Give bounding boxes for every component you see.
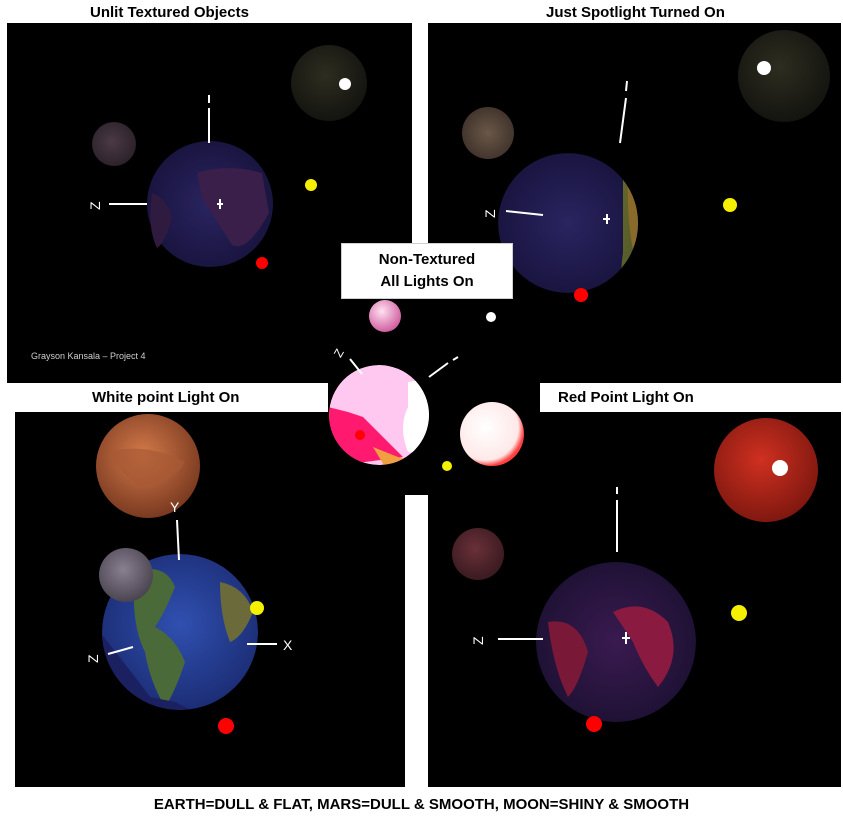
panel-spotlight: Z <box>428 23 841 383</box>
earth-americas <box>133 569 185 707</box>
red-light <box>586 716 602 732</box>
z-axis-label: Z <box>482 209 498 218</box>
y-axis-line <box>428 362 449 378</box>
center-title-line1: Non-Textured <box>378 251 476 268</box>
yellow-light <box>731 605 747 621</box>
scene-white-point: Y Z X <box>85 414 293 734</box>
moon-sphere <box>291 45 367 121</box>
z-axis-label: Z <box>470 636 486 645</box>
z-axis-label: Z <box>87 201 103 210</box>
panel-non-textured: Z <box>328 297 540 495</box>
red-light <box>574 288 588 302</box>
center-title-line2: All Lights On <box>380 273 474 290</box>
z-axis-line <box>349 358 363 375</box>
yellow-light <box>305 179 317 191</box>
earth-white-area <box>403 377 429 457</box>
z-axis-label: Z <box>85 654 101 663</box>
y-axis-label: Y <box>170 499 180 515</box>
y-axis-tick <box>452 356 459 361</box>
z-axis-line <box>505 210 544 216</box>
title-red-point: Red Point Light On <box>558 389 694 406</box>
mars-sphere <box>462 107 514 159</box>
title-white-point: White point Light On <box>92 389 240 406</box>
y-axis-line <box>176 519 180 561</box>
mars-sphere <box>369 300 401 332</box>
red-light <box>355 430 365 440</box>
earth-continent-2 <box>548 621 588 697</box>
scene-non-textured: Z <box>329 300 524 471</box>
earth-continent-2 <box>150 193 172 248</box>
moon-sphere <box>714 418 818 522</box>
earth-continent <box>197 168 269 247</box>
earth-orange-area <box>373 447 418 465</box>
red-light <box>218 718 234 734</box>
earth-sphere <box>498 153 638 293</box>
y-axis-line <box>619 97 627 144</box>
title-spotlight: Just Spotlight Turned On <box>546 4 725 21</box>
white-light <box>772 460 788 476</box>
panel-unlit-textured: Z Grayson Kansala – Project 4 <box>7 23 412 383</box>
white-light <box>339 78 351 90</box>
mars-terrain <box>110 448 185 487</box>
z-axis-line <box>107 646 134 655</box>
y-axis-tick <box>625 80 628 92</box>
scene-unlit: Z <box>87 45 367 269</box>
earth-lit-half <box>621 153 638 293</box>
x-axis-label: X <box>283 637 293 653</box>
mars-sphere <box>92 122 136 166</box>
moon-sphere <box>99 548 153 602</box>
yellow-light <box>723 198 737 212</box>
scene-red-point: Z <box>452 418 818 732</box>
moon-sphere <box>460 402 524 466</box>
yellow-light <box>250 601 264 615</box>
earth-continent <box>613 606 674 687</box>
title-unlit-textured: Unlit Textured Objects <box>90 4 249 21</box>
mars-sphere <box>452 528 504 580</box>
red-light <box>256 257 268 269</box>
yellow-light <box>442 461 452 471</box>
credit-text: Grayson Kansala – Project 4 <box>31 351 146 361</box>
earth-africa <box>627 173 638 268</box>
footer-caption: EARTH=DULL & FLAT, MARS=DULL & SMOOTH, M… <box>153 796 690 813</box>
center-title-box: Non-Textured All Lights On <box>341 243 513 299</box>
earth-africa <box>220 582 253 642</box>
scene-spotlight: Z <box>462 30 830 302</box>
moon-sphere <box>738 30 830 122</box>
white-light <box>757 61 771 75</box>
z-axis-label: Z <box>331 346 347 359</box>
white-light <box>486 312 496 322</box>
